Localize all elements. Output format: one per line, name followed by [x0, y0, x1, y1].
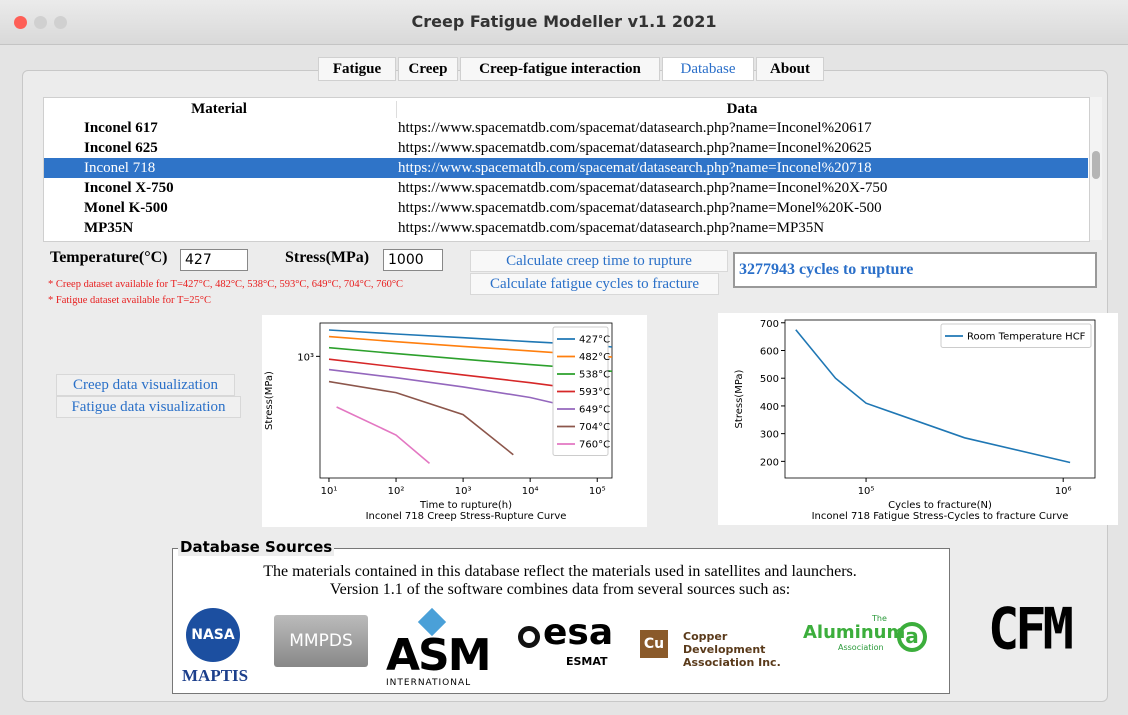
- tab[interactable]: Creep-fatigue interaction: [460, 57, 660, 81]
- y-axis-label: Stress(MPa): [264, 371, 275, 430]
- tab[interactable]: Database: [662, 57, 754, 81]
- creep-button[interactable]: Calculate creep time to rupture: [470, 250, 728, 272]
- legend-label: 760°C: [579, 440, 610, 451]
- esa-mark: [518, 626, 540, 648]
- y-tick-label: 400: [760, 402, 779, 413]
- series-line: [329, 382, 513, 455]
- x-tick-label: 10³: [455, 486, 472, 497]
- material-cell[interactable]: MP35N: [84, 218, 133, 238]
- legend-label: 704°C: [579, 422, 610, 433]
- legend-label: 593°C: [579, 387, 610, 398]
- legend-label: 482°C: [579, 352, 610, 363]
- legend-label: 538°C: [579, 370, 610, 381]
- aluminum-text: Aluminum: [803, 622, 905, 643]
- app-window: Creep Fatigue Modeller v1.1 2021 Fatigue…: [0, 0, 1128, 715]
- x-tick-label: 10⁵: [589, 486, 606, 497]
- series-line: [796, 330, 1070, 463]
- x-tick-label: 10⁴: [522, 486, 539, 497]
- esmat-text: ESMAT: [566, 655, 608, 668]
- temperature-input[interactable]: 427: [180, 249, 248, 271]
- aluminum-association: Association: [838, 643, 884, 652]
- x-axis-label: Cycles to fracture(N): [888, 500, 992, 511]
- material-cell[interactable]: Inconel 718: [84, 158, 155, 178]
- chart: 10¹ 10² 10³ 10⁴ 10⁵ 10³ Time to rupture(h)Inco…: [262, 315, 647, 527]
- material-cell[interactable]: Inconel 625: [84, 138, 158, 158]
- aluminum-mark: a: [897, 622, 927, 652]
- fatigue-note: * Fatigue dataset available for T=25°C: [48, 295, 211, 306]
- y-axis-label: Stress(MPa): [734, 369, 745, 428]
- sources-line: Version 1.1 of the software combines dat…: [172, 581, 948, 599]
- x-axis-label: Time to rupture(h): [419, 500, 512, 511]
- y-tick-label: 700: [760, 319, 779, 330]
- column-header: Data: [396, 101, 1087, 118]
- esa-logo: esa: [543, 612, 613, 653]
- asm-logo: ASM: [386, 630, 490, 681]
- tab[interactable]: About: [756, 57, 824, 81]
- legend-label: Room Temperature HCF: [967, 332, 1086, 343]
- legend-label: 649°C: [579, 405, 610, 416]
- mmpds-logo: MMPDS: [274, 615, 368, 667]
- x-tick-label: 10¹: [321, 486, 338, 497]
- y-tick-label: 300: [760, 430, 779, 441]
- chart: 10⁵ 10⁶ 200 300 400 500 600 700 Cycles to fractu…: [718, 313, 1118, 525]
- x-tick-label: 10⁶: [1055, 486, 1072, 497]
- creep-note: * Creep dataset available for T=427°C, 4…: [48, 279, 403, 290]
- chart-title: Inconel 718 Creep Stress-Rupture Curve: [366, 511, 567, 522]
- scrollbar[interactable]: [1090, 97, 1102, 240]
- data-cell[interactable]: https://www.spacematdb.com/spacemat/data…: [398, 158, 872, 178]
- x-tick-label: 10⁵: [858, 486, 875, 497]
- data-cell[interactable]: https://www.spacematdb.com/spacemat/data…: [398, 198, 882, 218]
- sources-line: The materials contained in this database…: [172, 563, 948, 581]
- maptis-text: MAPTIS: [182, 666, 248, 686]
- asm-subtext: INTERNATIONAL: [386, 678, 471, 688]
- cda-text: Copper Development Association Inc.: [683, 630, 798, 669]
- data-cell[interactable]: https://www.spacematdb.com/spacemat/data…: [398, 178, 887, 198]
- fatigue-button[interactable]: Calculate fatigue cycles to fracture: [470, 273, 719, 295]
- nasa-logo: NASA: [186, 608, 240, 662]
- y-tick-label: 500: [760, 374, 779, 385]
- cu-logo: Cu: [640, 630, 668, 658]
- tab[interactable]: Fatigue: [318, 57, 396, 81]
- material-cell[interactable]: Monel K-500: [84, 198, 168, 218]
- y-tick-label: 600: [760, 346, 779, 357]
- y-tick-label: 200: [760, 457, 779, 468]
- stress-input[interactable]: 1000: [383, 249, 443, 271]
- column-header: Material: [44, 101, 394, 118]
- result-box: 3277943 cycles to rupture: [733, 252, 1097, 288]
- sources-title: Database Sources: [178, 538, 334, 556]
- legend-label: 427°C: [579, 335, 610, 346]
- fatigue-vis-button[interactable]: Fatigue data visualization: [56, 396, 241, 418]
- window-title: Creep Fatigue Modeller v1.1 2021: [0, 12, 1128, 31]
- material-cell[interactable]: Inconel X-750: [84, 178, 174, 198]
- series-line: [329, 370, 577, 409]
- data-cell[interactable]: https://www.spacematdb.com/spacemat/data…: [398, 218, 824, 238]
- y-tick-label: 10³: [297, 352, 314, 363]
- cfm-logo: CFM: [988, 597, 1070, 663]
- chart-title: Inconel 718 Fatigue Stress-Cycles to fra…: [812, 511, 1069, 522]
- creep-vis-button[interactable]: Creep data visualization: [56, 374, 235, 396]
- material-cell[interactable]: Inconel 617: [84, 118, 158, 138]
- x-tick-label: 10²: [388, 486, 405, 497]
- data-cell[interactable]: https://www.spacematdb.com/spacemat/data…: [398, 138, 872, 158]
- temperature-label: Temperature(°C): [50, 249, 167, 267]
- data-cell[interactable]: https://www.spacematdb.com/spacemat/data…: [398, 118, 872, 138]
- stress-label: Stress(MPa): [285, 249, 369, 267]
- tab[interactable]: Creep: [398, 57, 458, 81]
- series-line: [337, 407, 430, 463]
